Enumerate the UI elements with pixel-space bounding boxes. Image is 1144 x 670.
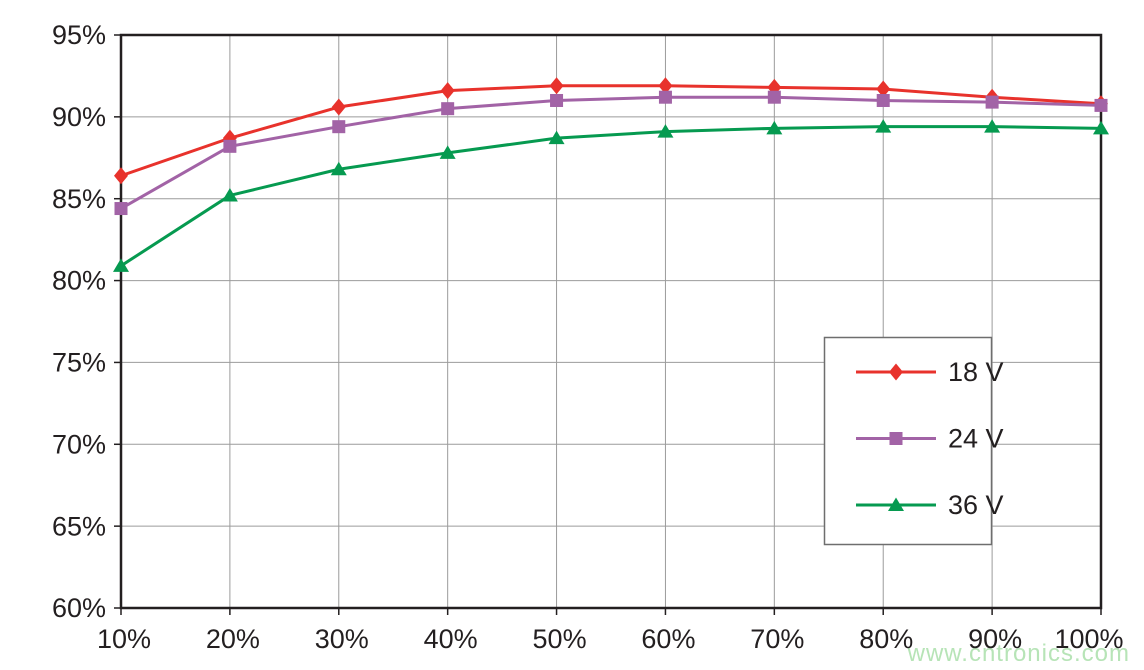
x-axis-tick-label: 40% (424, 624, 478, 654)
series-point-24-v (223, 139, 237, 153)
series-point-18-v (114, 167, 128, 185)
y-axis-tick-label: 85% (52, 184, 106, 214)
series-point-18-v (658, 77, 673, 95)
series-point-36-v (766, 120, 783, 135)
x-axis-tick-label: 30% (315, 624, 369, 654)
series-point-18-v (440, 82, 455, 100)
series-point-36-v (330, 161, 347, 176)
x-axis-tick-label: 60% (641, 624, 695, 654)
series-point-24-v (441, 102, 455, 116)
y-axis-tick-label: 80% (52, 266, 106, 296)
legend-swatch-marker-18-v (889, 363, 903, 381)
y-axis-tick-label: 75% (52, 348, 106, 378)
series-point-24-v (767, 90, 781, 104)
legend-label-36-v: 36 V (948, 490, 1004, 520)
y-axis-tick-label: 90% (52, 102, 106, 132)
x-axis-tick-label: 70% (750, 624, 804, 654)
series-point-24-v (332, 120, 346, 134)
x-axis-tick-label: 90% (968, 624, 1022, 654)
x-axis-tick-label: 100% (1054, 624, 1123, 654)
series-point-36-v (439, 145, 456, 159)
series-point-36-v (1093, 120, 1109, 135)
series-point-36-v (221, 187, 238, 202)
series-point-24-v (985, 95, 999, 109)
series-point-36-v (113, 258, 129, 272)
legend-swatch-marker-24-v (889, 432, 903, 445)
series-point-18-v (549, 77, 564, 95)
series-point-36-v (984, 119, 1001, 133)
x-axis-tick-label: 10% (97, 624, 151, 654)
series-point-36-v (657, 124, 674, 138)
x-axis-tick-label: 20% (206, 624, 260, 654)
series-point-24-v (114, 202, 128, 216)
series-line-24-v (119, 95, 1103, 211)
series-line-18-v (119, 84, 1103, 178)
y-axis-tick-label: 65% (52, 511, 106, 541)
y-axis-tick-label: 70% (52, 429, 106, 459)
plot-border (119, 33, 1103, 610)
legend-label-18-v: 18 V (948, 357, 1004, 387)
series-point-36-v (548, 130, 565, 145)
series-line-36-v (119, 125, 1103, 268)
x-axis-tick-label: 80% (859, 624, 913, 654)
series-point-24-v (1094, 98, 1108, 112)
y-axis-tick-label: 95% (52, 20, 106, 50)
series-point-24-v (876, 93, 890, 107)
series-point-36-v (875, 119, 892, 133)
legend-swatch-marker-36-v (888, 497, 904, 511)
series-point-24-v (550, 93, 564, 107)
series-point-18-v (876, 80, 891, 98)
series-point-18-v (331, 98, 346, 116)
y-axis-tick-label: 60% (52, 593, 106, 623)
x-axis-tick-label: 50% (533, 624, 587, 654)
legend-label-24-v: 24 V (948, 424, 1004, 454)
series-point-24-v (658, 90, 672, 104)
